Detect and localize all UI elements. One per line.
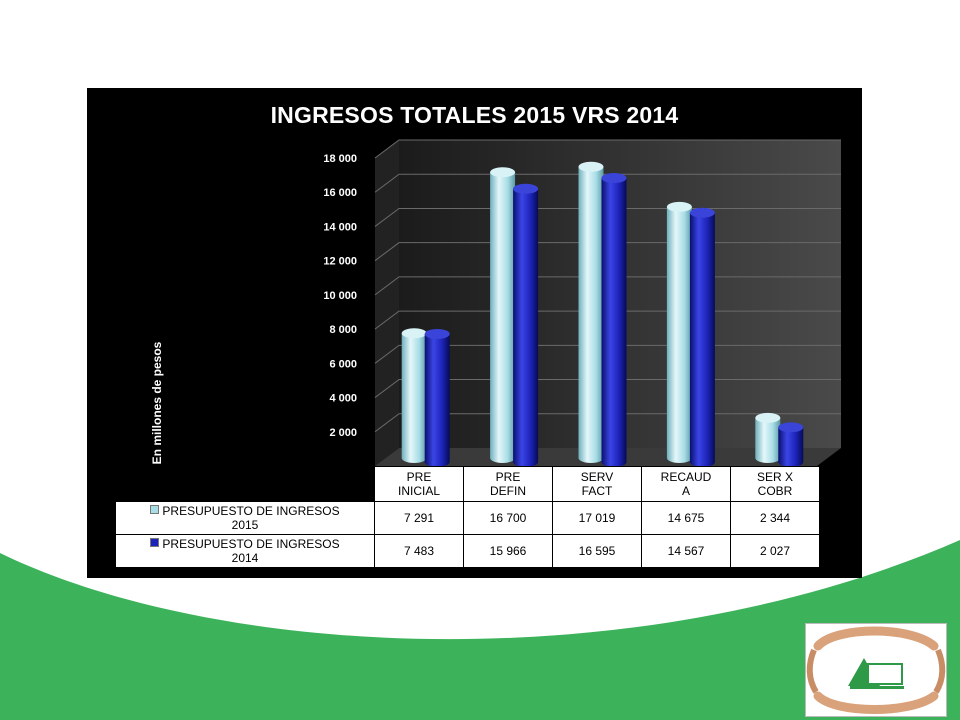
hands-house-logo-icon (805, 623, 947, 717)
data-label: 7 483 (374, 534, 464, 568)
bar-body (490, 172, 516, 463)
y-tick-label: 8 000 (329, 324, 357, 336)
bar-body (578, 166, 604, 463)
bar-top (424, 328, 450, 339)
bar-top (513, 183, 539, 194)
bar-body (601, 178, 627, 467)
bar-body (689, 212, 715, 467)
bar-top (578, 161, 604, 172)
data-label: 16 700 (463, 501, 553, 535)
bar-2014 (778, 422, 804, 467)
bar-top (755, 412, 781, 423)
data-label: 2 027 (730, 534, 820, 568)
y-tick-label: 4 000 (329, 393, 357, 405)
bar-body (513, 188, 539, 467)
category-label: RECAUD A (641, 466, 731, 502)
bar-2015 (666, 201, 692, 463)
gridline (374, 139, 841, 159)
y-tick-label: 10 000 (323, 290, 357, 302)
category-label: PRE INICIAL (374, 466, 464, 502)
table-row: PRESUPUESTO DE INGRESOS 2015 7 291 16 700… (115, 501, 820, 535)
y-tick-label: 18 000 (323, 153, 357, 165)
chart-panel: INGRESOS TOTALES 2015 VRS 2014 En millon… (87, 88, 862, 578)
bar-2014 (689, 207, 715, 467)
bar-top (666, 201, 692, 212)
bar-2014 (424, 328, 450, 467)
bar-top (778, 422, 804, 433)
category-label: PRE DEFIN (463, 466, 553, 502)
data-label: 17 019 (552, 501, 642, 535)
bar-2015 (490, 167, 516, 463)
bars (401, 161, 804, 467)
legend-key-2015 (150, 505, 160, 514)
data-label: 2 344 (730, 501, 820, 535)
y-tick-label: 12 000 (323, 256, 357, 268)
table-row: PRESUPUESTO DE INGRESOS 2014 7 483 15 966… (115, 534, 820, 568)
bar-2014 (513, 183, 539, 467)
bar-body (401, 333, 427, 463)
y-tick-label: 16 000 (323, 187, 357, 199)
table-corner (115, 466, 375, 502)
logo-graphic (806, 626, 946, 714)
data-label: 14 675 (641, 501, 731, 535)
data-label: 7 291 (374, 501, 464, 535)
data-label: 15 966 (463, 534, 553, 568)
y-tick-label: 2 000 (329, 427, 357, 439)
bar-body (778, 427, 804, 467)
bar-top (601, 173, 627, 184)
legend-key-2014 (150, 538, 160, 547)
bar-2015 (401, 328, 427, 463)
chart-title: INGRESOS TOTALES 2015 VRS 2014 (270, 102, 679, 128)
bar-top (490, 167, 516, 178)
bar-2015 (755, 412, 781, 463)
data-label: 16 595 (552, 534, 642, 568)
bar-body (666, 206, 692, 463)
category-label: SERV FACT (552, 466, 642, 502)
category-label: SER X COBR (730, 466, 820, 502)
bar-2015 (578, 161, 604, 463)
bar-top (401, 328, 427, 339)
legend-entry-2014: PRESUPUESTO DE INGRESOS 2014 (115, 534, 375, 568)
bar-body (755, 417, 781, 463)
bar-2014 (601, 173, 627, 467)
data-label: 14 567 (641, 534, 731, 568)
gridline (374, 173, 841, 193)
bar-top (689, 207, 715, 218)
data-table: PRE INICIAL PRE DEFIN SERV FACT RECAUD A SER… (115, 466, 820, 568)
legend-entry-2015: PRESUPUESTO DE INGRESOS 2015 (115, 501, 375, 535)
bar-body (424, 333, 450, 467)
y-tick-label: 6 000 (329, 358, 357, 370)
gridline (374, 207, 841, 227)
table-header-row: PRE INICIAL PRE DEFIN SERV FACT RECAUD A SER… (115, 466, 820, 502)
y-tick-label: 14 000 (323, 221, 357, 233)
